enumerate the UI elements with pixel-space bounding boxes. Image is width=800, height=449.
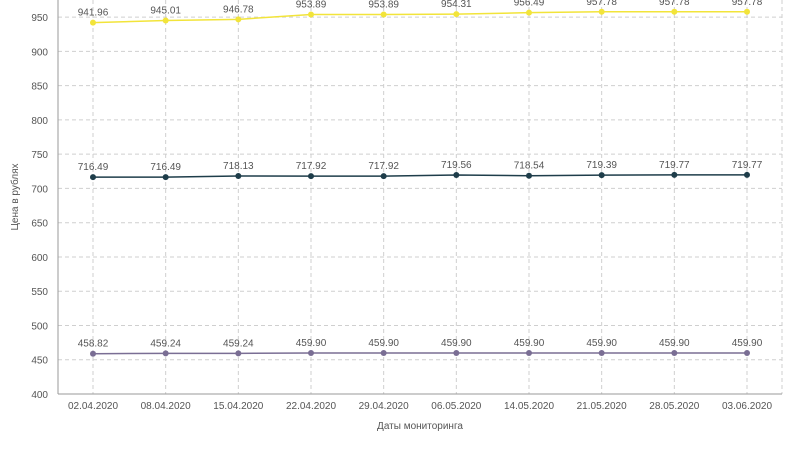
- x-tick-label: 08.04.2020: [141, 401, 191, 412]
- data-point[interactable]: [308, 173, 314, 180]
- data-point[interactable]: [235, 173, 242, 180]
- y-tick-label: 850: [31, 82, 48, 93]
- data-label: 717.92: [368, 161, 399, 172]
- data-point[interactable]: [308, 11, 314, 18]
- data-label: 459.90: [659, 338, 690, 349]
- data-label: 956.49: [514, 0, 545, 9]
- x-tick-label: 03.06.2020: [722, 401, 772, 412]
- data-point[interactable]: [235, 350, 242, 357]
- data-label: 717.92: [296, 161, 327, 172]
- data-point[interactable]: [598, 8, 605, 15]
- axes: 400 450 500 550 600 650 700 750 800 850 900 950 02.0…: [31, 0, 782, 412]
- data-point[interactable]: [526, 9, 532, 16]
- data-point[interactable]: [671, 8, 678, 15]
- data-point[interactable]: [90, 19, 96, 26]
- series-line: [92, 352, 747, 355]
- data-label: 459.90: [732, 338, 763, 349]
- data-label: 716.49: [150, 162, 181, 173]
- data-label: 953.89: [368, 0, 399, 10]
- data-point[interactable]: [671, 171, 678, 178]
- data-point[interactable]: [162, 350, 169, 357]
- y-tick-label: 750: [31, 150, 48, 161]
- y-tick-label: 700: [31, 184, 48, 195]
- data-label: 957.78: [659, 0, 690, 8]
- data-label: 719.77: [732, 160, 763, 171]
- x-tick-label: 29.04.2020: [359, 401, 409, 412]
- data-point[interactable]: [744, 8, 750, 15]
- data-label: 719.39: [586, 160, 617, 171]
- series-line: [92, 11, 747, 24]
- y-tick-label: 900: [31, 47, 48, 58]
- data-label: 459.90: [296, 338, 327, 349]
- data-point[interactable]: [162, 17, 169, 24]
- data-point[interactable]: [453, 11, 460, 18]
- grid: [58, 0, 783, 394]
- x-tick-label: 02.04.2020: [68, 401, 118, 412]
- data-point[interactable]: [598, 349, 605, 356]
- x-tick-label: 06.05.2020: [431, 401, 481, 412]
- y-tick-label: 950: [31, 13, 48, 24]
- data-point[interactable]: [380, 11, 387, 18]
- data-label: 458.82: [78, 339, 109, 350]
- data-label: 945.01: [150, 6, 181, 17]
- data-point[interactable]: [235, 16, 242, 23]
- data-point[interactable]: [162, 174, 169, 181]
- data-point[interactable]: [744, 171, 750, 178]
- data-point[interactable]: [453, 172, 460, 179]
- data-point[interactable]: [90, 174, 96, 181]
- y-tick-label: 500: [31, 321, 48, 332]
- data-point[interactable]: [308, 349, 314, 356]
- y-tick-label: 800: [31, 116, 48, 127]
- y-tick-label: 650: [31, 219, 48, 230]
- data-label: 957.78: [732, 0, 763, 8]
- y-axis-title: Цена в рублях: [9, 163, 21, 230]
- y-tick-label: 400: [31, 390, 48, 401]
- data-label: 719.77: [659, 160, 690, 171]
- data-point[interactable]: [744, 349, 750, 356]
- data-point[interactable]: [380, 349, 387, 356]
- data-label: 459.90: [586, 338, 617, 349]
- x-axis-title: Даты мониторинга: [377, 421, 463, 432]
- y-tick-label: 450: [31, 356, 48, 367]
- data-label: 954.31: [441, 0, 472, 10]
- data-label: 719.56: [441, 160, 472, 171]
- data-label: 459.90: [368, 338, 399, 349]
- data-label: 953.89: [296, 0, 327, 10]
- data-point[interactable]: [671, 349, 678, 356]
- data-labels: 941.96 945.01 946.78 953.89 953.89 954.31 956.…: [78, 0, 763, 350]
- data-label: 718.54: [514, 161, 545, 172]
- data-label: 941.96: [78, 8, 109, 19]
- x-tick-label: 21.05.2020: [577, 401, 627, 412]
- data-label: 459.90: [514, 338, 545, 349]
- x-tick-label: 22.04.2020: [286, 401, 336, 412]
- data-label: 459.90: [441, 338, 472, 349]
- data-label: 957.78: [586, 0, 617, 8]
- data-point[interactable]: [380, 173, 387, 180]
- data-label: 716.49: [78, 162, 109, 173]
- data-label: 718.13: [223, 161, 254, 172]
- data-point[interactable]: [526, 349, 532, 356]
- data-label: 946.78: [223, 4, 254, 15]
- data-point[interactable]: [526, 172, 532, 179]
- y-tick-label: 600: [31, 253, 48, 264]
- data-label: 459.24: [223, 338, 254, 349]
- series: [90, 8, 750, 357]
- data-point[interactable]: [453, 349, 460, 356]
- y-tick-label: 550: [31, 287, 48, 298]
- x-tick-label: 28.05.2020: [649, 401, 699, 412]
- data-label: 459.24: [150, 338, 181, 349]
- data-point[interactable]: [598, 172, 605, 179]
- data-point[interactable]: [90, 350, 96, 357]
- series-line: [93, 174, 747, 178]
- x-tick-label: 14.05.2020: [504, 401, 554, 412]
- x-tick-label: 15.04.2020: [213, 401, 263, 412]
